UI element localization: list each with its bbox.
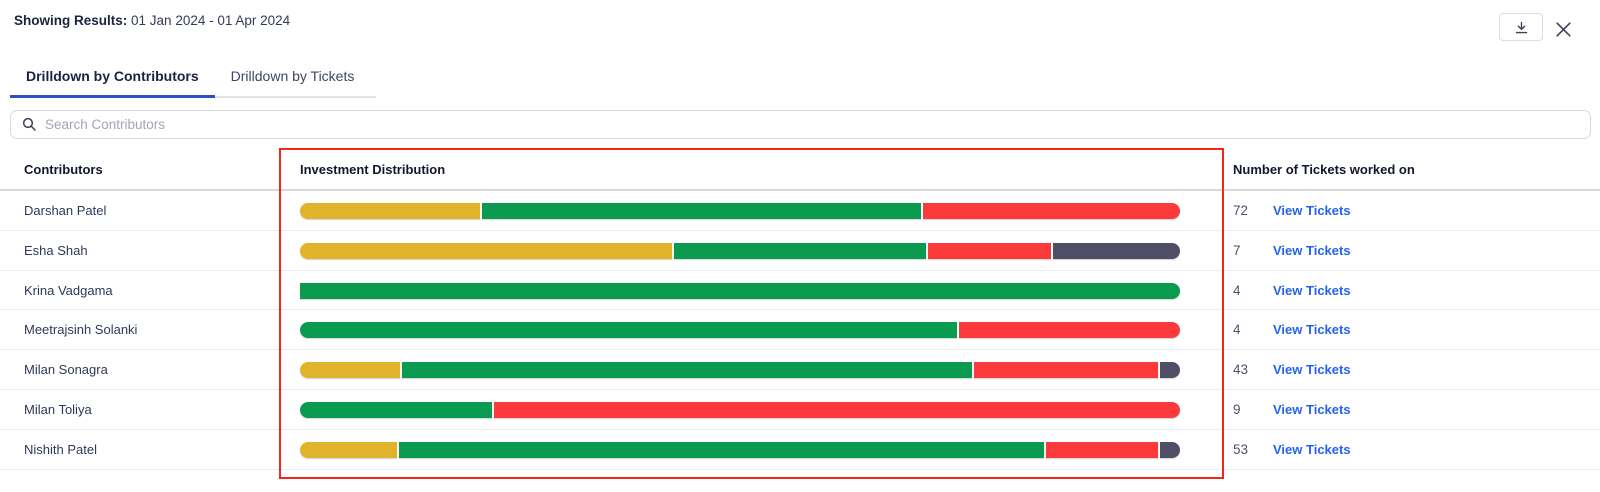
bar-segment-yellow: [300, 362, 400, 379]
showing-results-label: Showing Results:: [14, 13, 128, 28]
bar-segment-green: [300, 282, 1180, 299]
view-tickets-link[interactable]: View Tickets: [1273, 242, 1351, 258]
showing-results: Showing Results: 01 Jan 2024 - 01 Apr 20…: [14, 13, 290, 28]
investment-bar: [300, 401, 1180, 418]
view-tickets-link[interactable]: View Tickets: [1273, 362, 1351, 378]
download-button[interactable]: [1499, 13, 1543, 41]
table-row: Nishith Patel 53 View Tickets: [0, 430, 1600, 470]
investment-bar: [300, 203, 1180, 219]
contributor-name: Meetrajsinh Solanki: [24, 322, 138, 338]
investment-bar: [300, 362, 1181, 379]
bar-segment-red: [1046, 441, 1158, 458]
bar-segment-green: [674, 242, 927, 259]
table-body: Darshan Patel 72 View Tickets Esha Shah …: [0, 191, 1600, 470]
view-tickets-link[interactable]: View Tickets: [1273, 282, 1351, 298]
table-row: Darshan Patel 72 View Tickets: [0, 191, 1600, 231]
bar-segment-green: [300, 401, 493, 418]
bar-segment-yellow: [300, 242, 673, 259]
download-icon: [1514, 20, 1529, 35]
contributor-name: Milan Toliya: [24, 401, 92, 417]
search-bar: [10, 110, 1591, 139]
bar-segment-red: [928, 242, 1052, 259]
date-range: 01 Jan 2024 - 01 Apr 2024: [131, 13, 291, 28]
view-tickets-link[interactable]: View Tickets: [1273, 401, 1351, 417]
bar-segment-yellow: [300, 441, 398, 458]
bar-segment-yellow: [300, 203, 480, 219]
close-button[interactable]: [1551, 17, 1575, 41]
tickets-count: 4: [1233, 322, 1241, 338]
column-header-contributors: Contributors: [24, 162, 103, 177]
bar-segment-red: [923, 203, 1180, 219]
tickets-count: 43: [1233, 362, 1249, 378]
column-header-investment-distribution: Investment Distribution: [300, 162, 446, 177]
table-row: Milan Sonagra 43 View Tickets: [0, 350, 1600, 390]
contributor-name: Krina Vadgama: [24, 282, 113, 298]
bar-segment-red: [494, 401, 1180, 418]
investment-bar: [300, 441, 1181, 458]
bar-segment-green: [481, 203, 922, 219]
contributor-name: Esha Shah: [24, 242, 88, 258]
tab-drilldown-by-contributors[interactable]: Drilldown by Contributors: [10, 62, 215, 98]
close-icon: [1554, 20, 1573, 39]
table-row: Meetrajsinh Solanki 4 View Tickets: [0, 310, 1600, 351]
contributor-name: Darshan Patel: [24, 203, 107, 218]
tickets-count: 7: [1233, 242, 1241, 258]
tickets-count: 4: [1233, 282, 1241, 298]
tickets-count: 53: [1233, 441, 1249, 457]
investment-bar: [300, 282, 1180, 299]
bar-segment-green: [399, 441, 1045, 458]
contributor-name: Milan Sonagra: [24, 362, 108, 378]
contributor-name: Nishith Patel: [24, 441, 97, 457]
bar-segment-red: [958, 322, 1180, 339]
bar-segment-green: [401, 362, 973, 379]
table-row: Milan Toliya 9 View Tickets: [0, 390, 1600, 430]
table-header: Contributors Investment Distribution Num…: [0, 150, 1600, 191]
table-row: Krina Vadgama 4 View Tickets: [0, 271, 1600, 311]
table-row: Esha Shah 7 View Tickets: [0, 231, 1600, 271]
view-tickets-link[interactable]: View Tickets: [1273, 203, 1351, 218]
view-tickets-link[interactable]: View Tickets: [1273, 322, 1351, 338]
investment-bar: [300, 242, 1181, 259]
tickets-count: 72: [1233, 203, 1249, 218]
tickets-count: 9: [1233, 401, 1241, 417]
bar-segment-dark: [1159, 441, 1181, 458]
view-tickets-link[interactable]: View Tickets: [1273, 441, 1351, 457]
search-input[interactable]: [10, 110, 1591, 139]
search-icon: [21, 116, 37, 132]
column-header-number-of-tickets: Number of Tickets worked on: [1233, 162, 1415, 177]
bar-segment-red: [974, 362, 1158, 379]
tab-drilldown-by-tickets[interactable]: Drilldown by Tickets: [214, 62, 377, 98]
bar-segment-dark: [1053, 242, 1181, 259]
bar-segment-dark: [1159, 362, 1181, 379]
tab-bar: Drilldown by Contributors Drilldown by T…: [10, 62, 377, 98]
investment-bar: [300, 322, 1180, 339]
bar-segment-green: [300, 322, 957, 339]
